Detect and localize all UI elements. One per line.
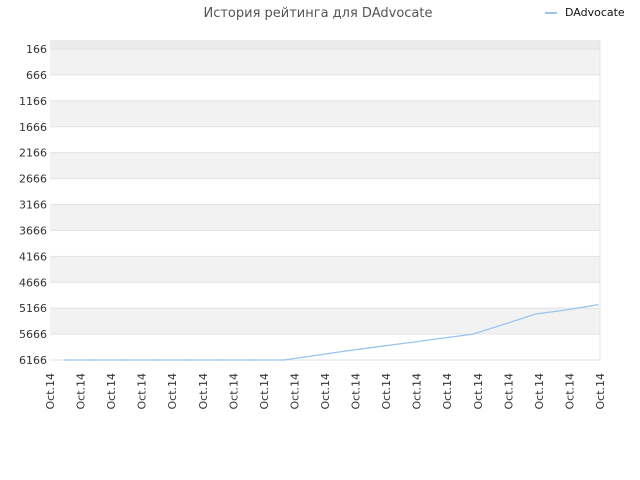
x-tick-label: Oct.14 xyxy=(105,373,118,410)
y-tick-label: 3166 xyxy=(19,199,47,212)
x-tick-label: Oct.14 xyxy=(502,373,515,410)
plot-band xyxy=(50,40,600,49)
data-point xyxy=(314,354,316,357)
data-point xyxy=(503,323,505,326)
data-point xyxy=(283,359,285,361)
data-point xyxy=(565,309,568,311)
x-tick-label: Oct.14 xyxy=(258,373,271,410)
series-line-dadvocate xyxy=(64,304,599,361)
data-point xyxy=(471,333,473,335)
data-point xyxy=(63,359,65,361)
legend-label-dadvocate: DAdvocate xyxy=(565,6,625,19)
x-tick-label: Oct.14 xyxy=(197,373,210,410)
x-tick-label: Oct.14 xyxy=(227,373,240,410)
legend[interactable]: DAdvocate xyxy=(545,6,625,19)
y-tick-label: 666 xyxy=(26,69,47,82)
plot-band xyxy=(50,308,600,335)
plot-band xyxy=(50,256,600,283)
data-point xyxy=(251,359,254,361)
y-tick-label: 1666 xyxy=(19,121,47,134)
data-point xyxy=(189,359,191,361)
data-point xyxy=(408,341,411,344)
data-point xyxy=(440,337,442,340)
data-point xyxy=(346,350,348,352)
data-point xyxy=(534,313,536,315)
y-tick-label: 4666 xyxy=(19,276,47,289)
plot-band xyxy=(50,100,600,127)
data-point xyxy=(126,359,128,361)
x-tick-label: Oct.14 xyxy=(136,373,149,410)
data-point xyxy=(94,359,97,361)
y-tick-label: 3666 xyxy=(19,224,47,237)
x-tick-label: Oct.14 xyxy=(563,373,576,410)
chart-title: История рейтинга для DAdvocate xyxy=(203,6,432,21)
y-tick-label: 2166 xyxy=(19,147,47,160)
plot-band xyxy=(50,204,600,231)
x-tick-label: Oct.14 xyxy=(441,373,454,410)
x-tick-label: Oct.14 xyxy=(380,373,393,410)
plot-band xyxy=(50,49,600,75)
series-layer xyxy=(63,304,599,361)
data-point xyxy=(377,346,379,348)
data-point xyxy=(597,304,599,306)
x-tick-label: Oct.14 xyxy=(472,373,485,410)
x-tick-label: Oct.14 xyxy=(75,373,88,410)
y-tick-label: 2666 xyxy=(19,173,47,186)
gridlines xyxy=(50,40,601,361)
y-tick-label: 1166 xyxy=(19,95,47,108)
data-point xyxy=(220,359,222,361)
x-tick-label: Oct.14 xyxy=(288,373,301,410)
y-tick-label: 166 xyxy=(26,43,47,56)
x-tick-label: Oct.14 xyxy=(319,373,332,410)
y-tick-label: 4166 xyxy=(19,250,47,263)
plot-band xyxy=(50,152,600,179)
x-tick-label: Oct.14 xyxy=(533,373,546,410)
x-tick-label: Oct.14 xyxy=(166,373,179,410)
x-tick-label: Oct.14 xyxy=(594,373,607,410)
y-tick-label: 5666 xyxy=(19,328,47,341)
x-tick-label: Oct.14 xyxy=(350,373,363,410)
x-tick-label: Oct.14 xyxy=(44,373,57,410)
y-tick-label: 6166 xyxy=(19,354,47,367)
plot-background xyxy=(50,40,600,360)
x-tick-label: Oct.14 xyxy=(411,373,424,410)
y-axis-ticks: 166 666 1166 1666 2166 2666 3166 3666 4166 4666 51… xyxy=(19,43,47,367)
plot-area xyxy=(50,40,600,360)
x-axis-ticks: Oct.14 Oct.14 Oct.14 Oct.14 Oct.14 Oct.14 Oct.… xyxy=(44,373,607,410)
y-tick-label: 5166 xyxy=(19,302,47,315)
data-point xyxy=(157,359,159,361)
